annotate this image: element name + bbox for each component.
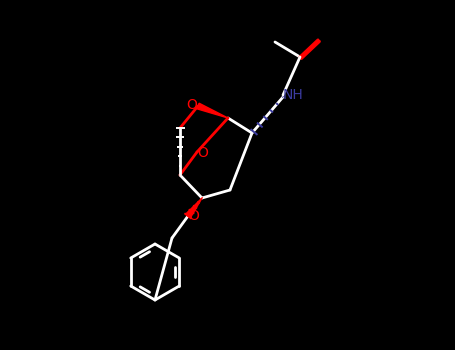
Polygon shape [197, 103, 228, 118]
Text: O: O [187, 98, 197, 112]
Polygon shape [186, 198, 202, 218]
Text: O: O [188, 209, 199, 223]
Text: NH: NH [283, 88, 303, 102]
Text: O: O [197, 146, 208, 160]
